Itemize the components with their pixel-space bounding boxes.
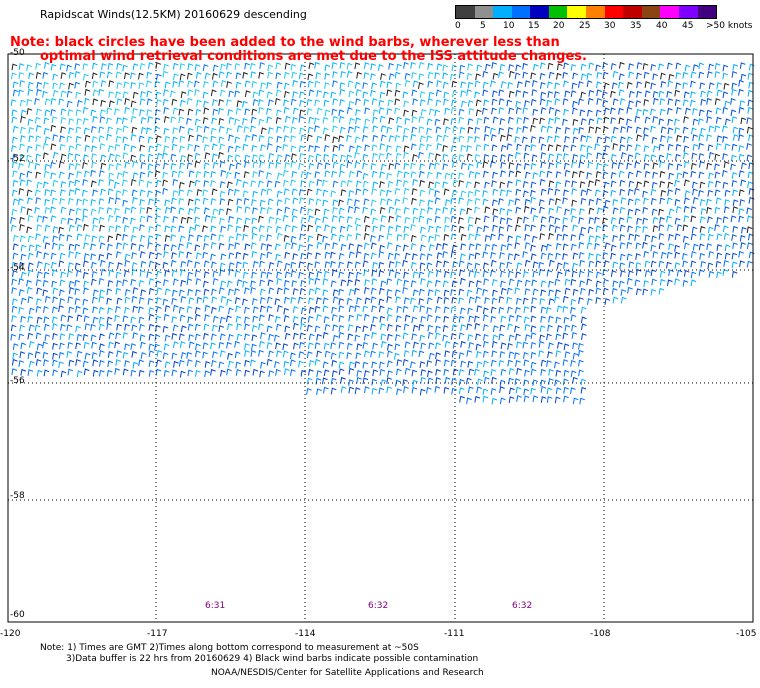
legend-label-30: 30 <box>604 21 616 31</box>
legend-swatch <box>548 6 568 18</box>
legend-swatch <box>511 6 531 18</box>
legend-swatch <box>660 6 679 18</box>
map-title: Rapidscat Winds(12.5KM) 20160629 descend… <box>40 8 307 21</box>
legend-label-5: 5 <box>480 21 486 31</box>
lon-label-105: -105 <box>736 629 757 639</box>
legend-swatch <box>456 6 475 18</box>
lon-label-108: -108 <box>590 629 611 639</box>
note-line-1: Note: black circles have been added to t… <box>10 35 560 50</box>
legend-color-bar <box>455 5 717 19</box>
wind-barbs-layer <box>10 61 755 405</box>
lat-label-52: -52 <box>10 154 25 164</box>
lon-label-117: -117 <box>147 629 168 639</box>
legend-swatch <box>641 6 661 18</box>
legend: 0 5 10 15 20 25 30 35 40 45 >50 knots <box>455 5 760 33</box>
legend-label-0: 0 <box>455 21 461 31</box>
map-graticule <box>8 54 753 622</box>
lat-label-58: -58 <box>10 491 25 501</box>
map-frame <box>7 53 754 623</box>
legend-label-15: 15 <box>528 21 540 31</box>
legend-swatch <box>586 6 605 18</box>
time-label-3: 6:32 <box>512 601 533 611</box>
legend-label-10: 10 <box>503 21 515 31</box>
legend-swatch <box>697 6 717 18</box>
footer-note-line-1: Note: 1) Times are GMT 2)Times along bot… <box>40 643 419 653</box>
lat-label-56: -56 <box>10 376 25 386</box>
lat-label-54: -54 <box>10 263 25 273</box>
legend-label-45: 45 <box>682 21 694 31</box>
lon-label-111: -111 <box>444 629 465 639</box>
legend-label-35: 35 <box>630 21 642 31</box>
legend-swatch <box>474 6 494 18</box>
lon-label-114: -114 <box>295 629 316 639</box>
legend-swatch <box>530 6 549 18</box>
legend-label-25: 25 <box>579 21 591 31</box>
footer-credit: NOAA/NESDIS/Center for Satellite Applica… <box>211 668 484 678</box>
legend-swatch <box>567 6 587 18</box>
lat-label-60: -60 <box>10 610 25 620</box>
lon-label-120: -120 <box>0 629 21 639</box>
legend-swatch <box>493 6 512 18</box>
legend-labels: 0 5 10 15 20 25 30 35 40 45 >50 knots <box>455 19 760 33</box>
legend-swatch <box>678 6 698 18</box>
time-label-2: 6:32 <box>368 601 389 611</box>
legend-swatch <box>604 6 624 18</box>
time-label-1: 6:31 <box>205 601 226 611</box>
legend-label-40: 40 <box>656 21 668 31</box>
lat-label-50: -50 <box>10 48 25 58</box>
legend-swatch <box>623 6 642 18</box>
note-line-2: optimal wind retrieval conditions are me… <box>40 49 587 64</box>
legend-label-20: 20 <box>553 21 565 31</box>
wind-map <box>7 53 755 623</box>
footer-note-line-2: 3)Data buffer is 22 hrs from 20160629 4)… <box>66 654 479 664</box>
legend-label-50-knots: >50 knots <box>706 21 753 31</box>
